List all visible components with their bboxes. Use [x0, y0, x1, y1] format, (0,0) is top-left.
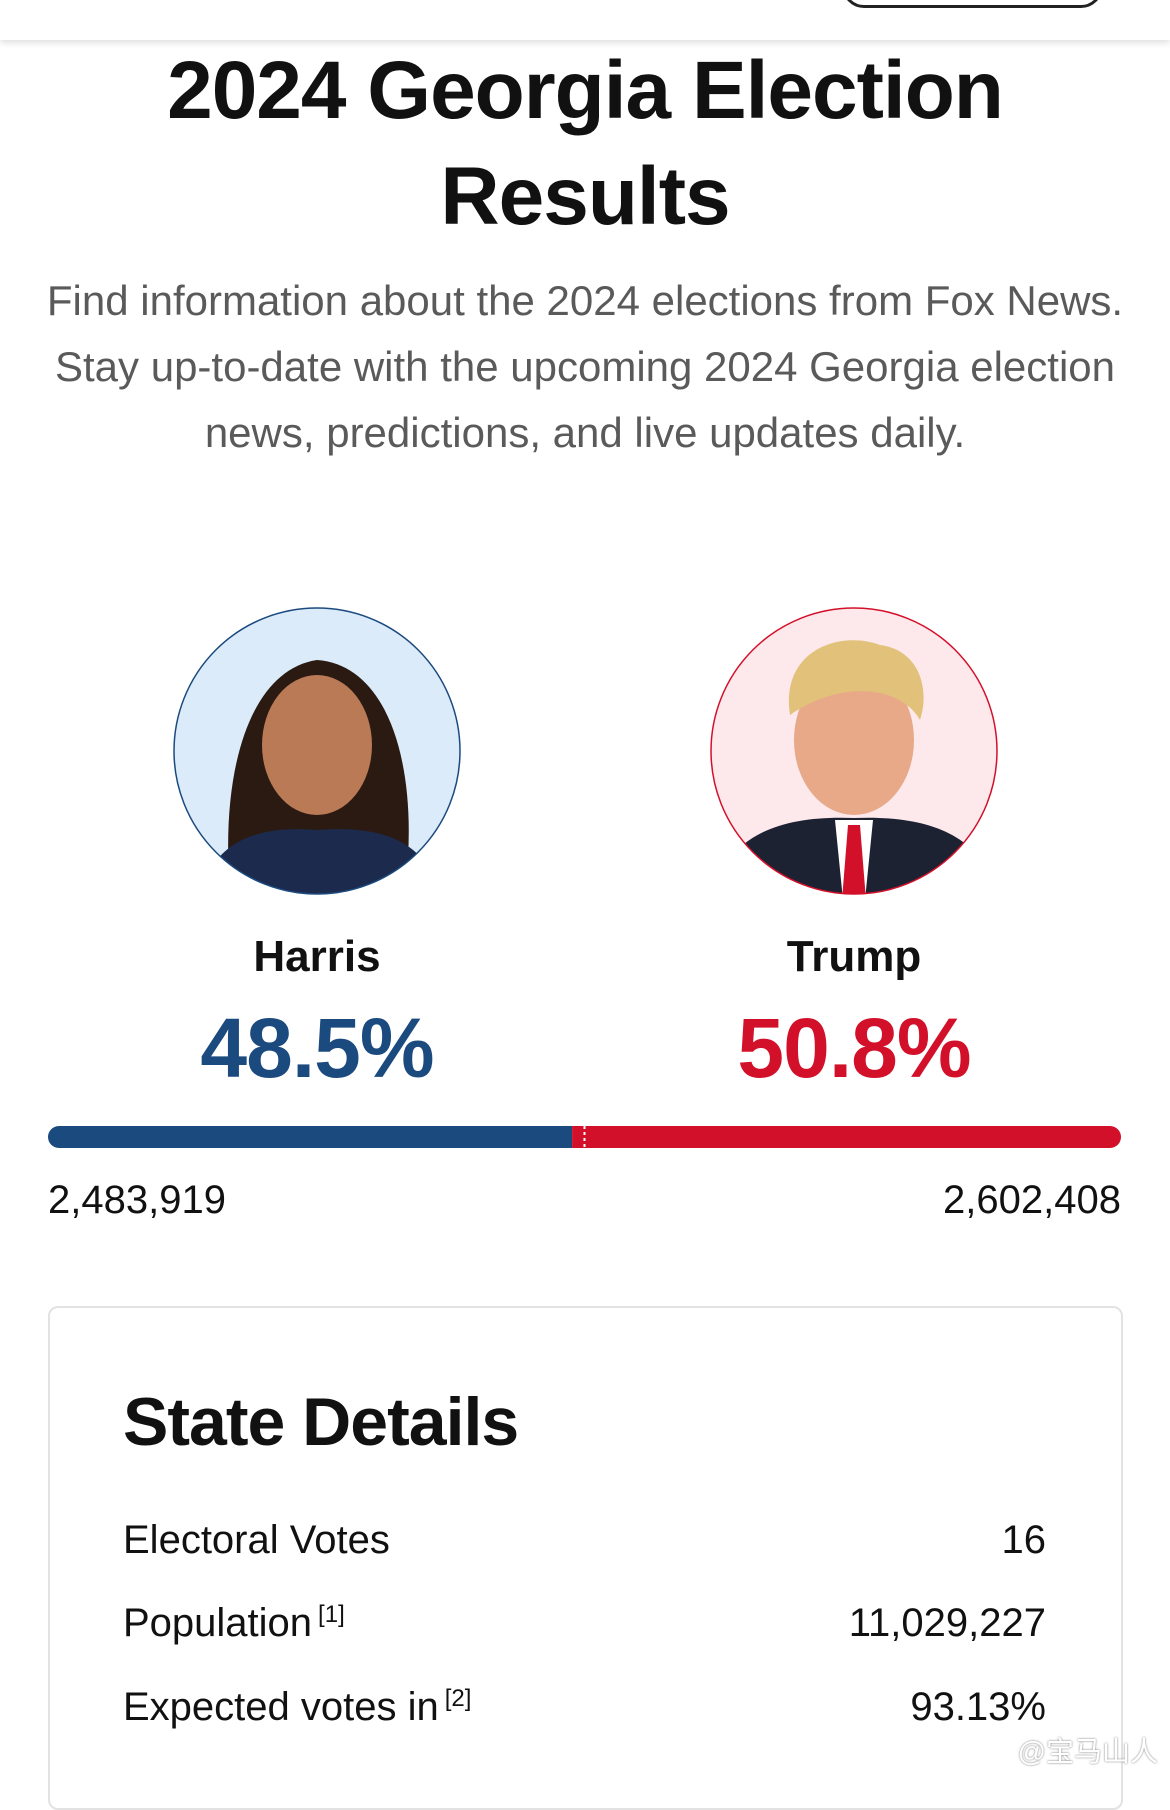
detail-label: Expected votes in [2]	[123, 1685, 471, 1730]
top-button[interactable]	[842, 0, 1103, 8]
detail-value: 93.13%	[910, 1685, 1046, 1729]
description: Find information about the 2024 election…	[46, 277, 1124, 456]
candidate-name: Harris	[253, 932, 381, 981]
detail-label-text: Electoral Votes	[123, 1518, 390, 1562]
detail-label: Electoral Votes	[123, 1518, 390, 1563]
detail-value: 16	[1001, 1518, 1047, 1562]
candidate-percent: 50.8%	[737, 1001, 971, 1095]
trump-photo	[711, 608, 997, 894]
candidate-votes: 2,483,919	[48, 1178, 226, 1222]
candidate-votes: 2,602,408	[943, 1178, 1121, 1222]
candidate-photos	[173, 607, 998, 895]
page: 2024 Georgia Election Results Find infor…	[46, 0, 1158, 1810]
detail-label-text: Expected votes in	[123, 1685, 439, 1729]
footnote-ref: [2]	[444, 1685, 472, 1712]
vote-bar	[48, 1126, 1121, 1148]
detail-label-text: Population	[123, 1601, 313, 1645]
watermark: @宝马山人	[1017, 1736, 1158, 1767]
bar-segment	[572, 1126, 1121, 1148]
section-title: State Details	[123, 1384, 519, 1460]
detail-value: 11,029,227	[848, 1601, 1046, 1645]
bar-segment	[48, 1126, 573, 1148]
candidate-percent: 48.5%	[200, 1001, 434, 1095]
harris-photo	[174, 608, 460, 894]
detail-label: Population [1]	[123, 1601, 345, 1646]
candidate-name: Trump	[786, 932, 922, 981]
page-title: 2024 Georgia Election Results	[167, 45, 1004, 242]
footnote-ref: [1]	[318, 1601, 345, 1628]
